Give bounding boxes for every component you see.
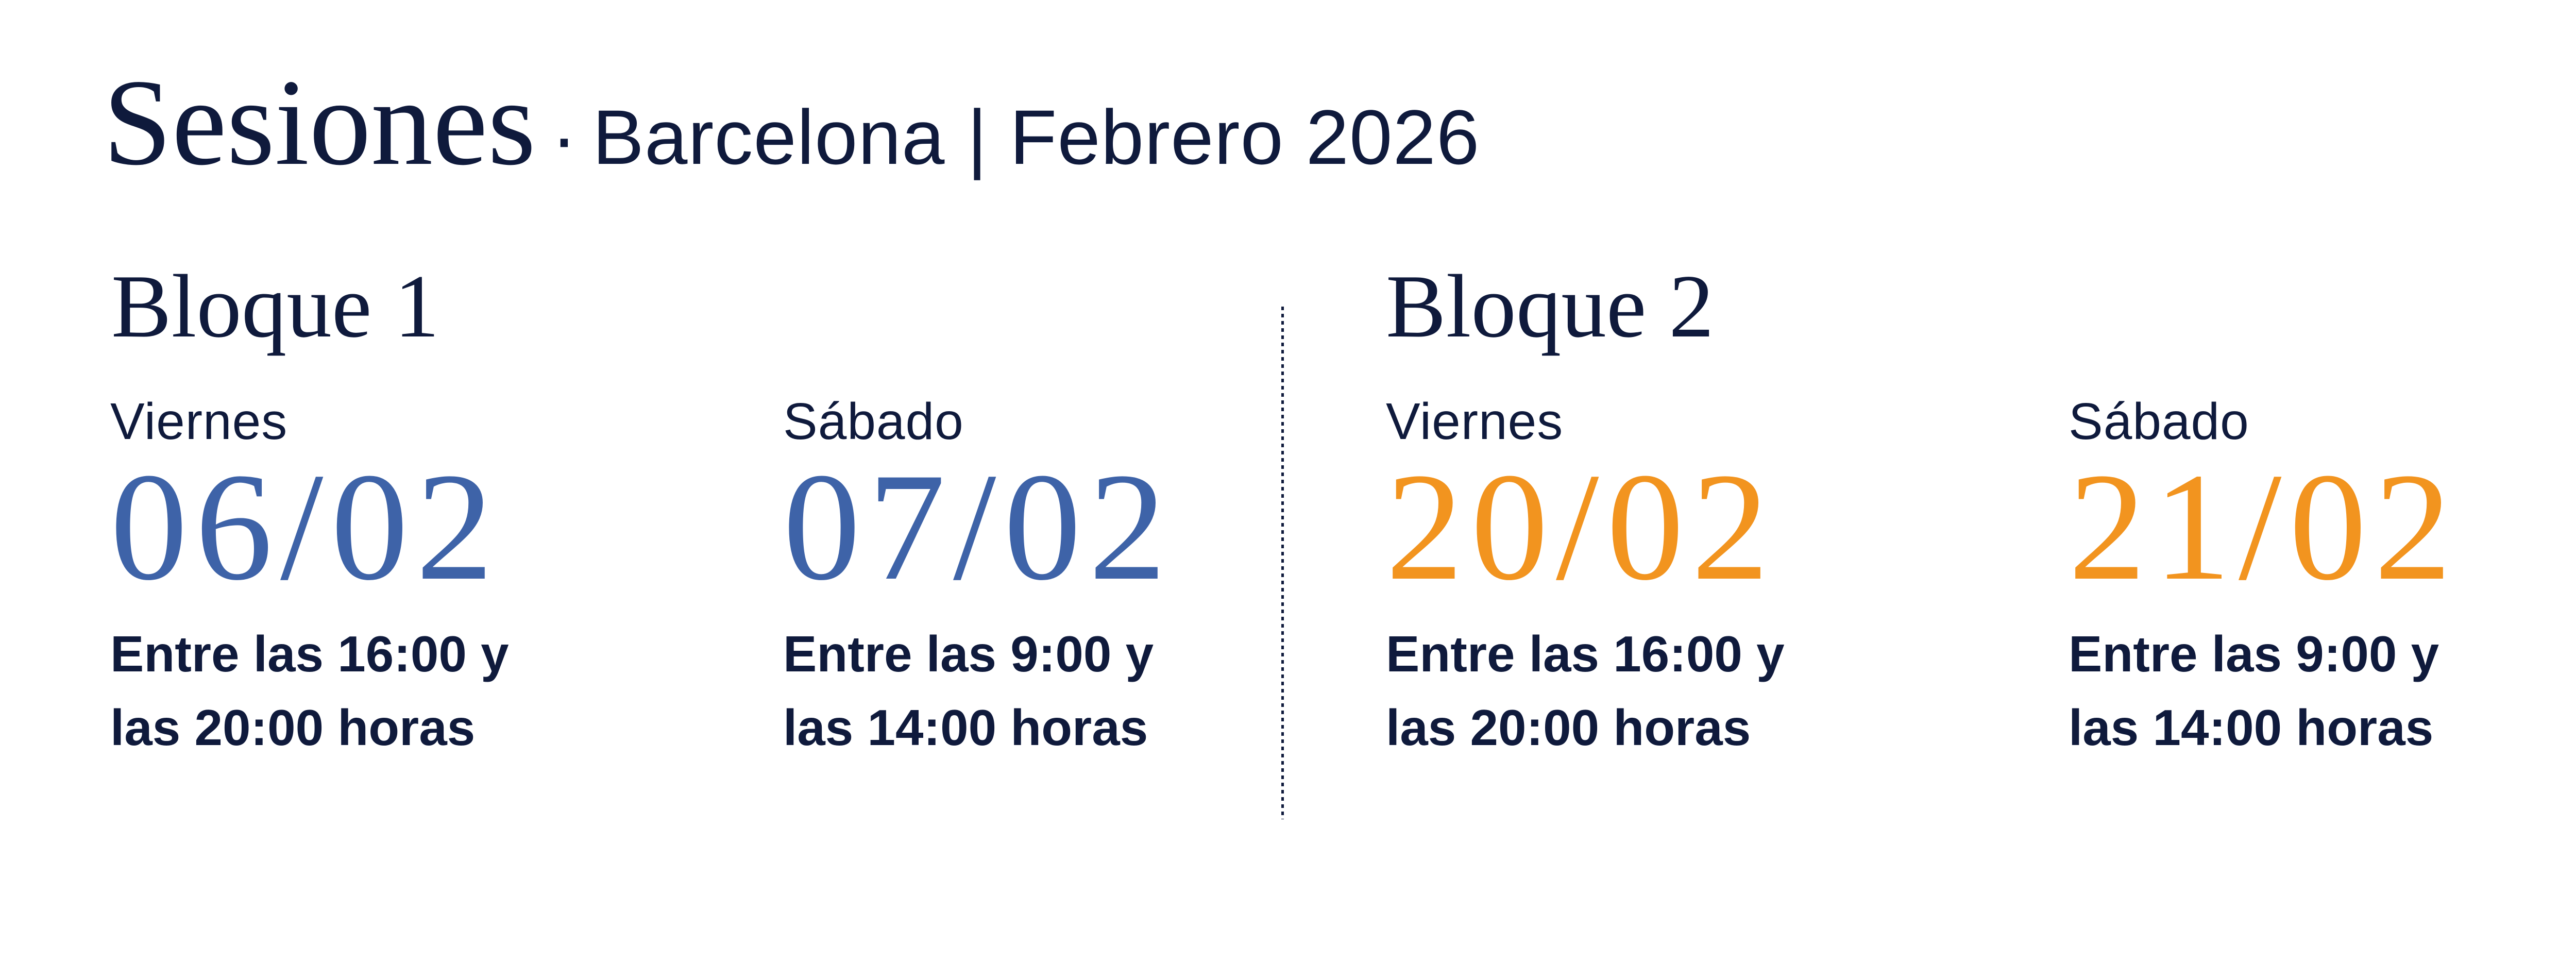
title-separator-dot: · — [551, 94, 577, 180]
block-2-title: Bloque 2 — [1386, 256, 1714, 356]
session-day-label: Sábado — [2069, 393, 2249, 450]
session-time-line-2: las 20:00 horas — [1386, 699, 1751, 756]
blocks-dotted-divider — [1281, 307, 1284, 819]
session-day-label: Sábado — [783, 393, 964, 450]
session-time-range: Entre las 16:00 y las 20:00 horas — [1386, 617, 1785, 765]
session-date: 21/02 — [2069, 441, 2460, 612]
session-card-sabado-0702: Sábado 07/02 Entre las 9:00 y las 14:00 … — [783, 0, 1427, 979]
block-1-title: Bloque 1 — [111, 256, 439, 356]
session-date: 06/02 — [110, 441, 501, 612]
session-date: 20/02 — [1386, 441, 1777, 612]
session-time-line-1: Entre las 16:00 y — [1386, 626, 1785, 682]
page-header: Sesiones · Barcelona | Febrero 2026 — [103, 60, 1480, 184]
session-card-sabado-2102: Sábado 21/02 Entre las 9:00 y las 14:00 … — [2069, 0, 2576, 979]
session-time-line-2: las 14:00 horas — [2069, 699, 2434, 756]
session-time-line-1: Entre las 16:00 y — [110, 626, 509, 682]
session-day-label: Viernes — [1386, 393, 1564, 450]
session-date: 07/02 — [783, 441, 1174, 612]
session-day-label: Viernes — [110, 393, 288, 450]
session-card-viernes-2002: Viernes 20/02 Entre las 16:00 y las 20:0… — [1386, 0, 2030, 979]
session-time-line-2: las 14:00 horas — [783, 699, 1148, 756]
session-time-range: Entre las 9:00 y las 14:00 horas — [2069, 617, 2439, 765]
page-title: Sesiones — [103, 54, 536, 191]
session-time-line-1: Entre las 9:00 y — [2069, 626, 2439, 682]
session-time-line-2: las 20:00 horas — [110, 699, 476, 756]
page-subtitle: Barcelona | Febrero 2026 — [592, 94, 1480, 180]
session-card-viernes-0602: Viernes 06/02 Entre las 16:00 y las 20:0… — [110, 0, 754, 979]
session-time-range: Entre las 9:00 y las 14:00 horas — [783, 617, 1154, 765]
session-time-range: Entre las 16:00 y las 20:00 horas — [110, 617, 509, 765]
session-time-line-1: Entre las 9:00 y — [783, 626, 1154, 682]
